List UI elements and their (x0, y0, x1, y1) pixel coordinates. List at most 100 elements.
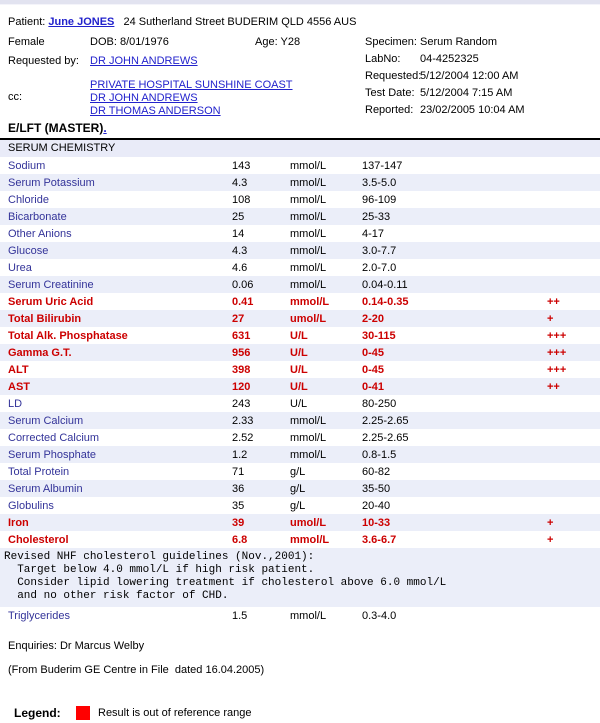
result-row: Glucose 4.3 mmol/L 3.0-7.7 (0, 242, 600, 259)
analyte-name[interactable]: Cholesterol (8, 533, 69, 546)
result-row: Serum Potassium 4.3 mmol/L 3.5-5.0 (0, 174, 600, 191)
result-row: Serum Phosphate 1.2 mmol/L 0.8-1.5 (0, 446, 600, 463)
requested-by-label: Requested by: (8, 55, 79, 67)
cc-recipient-link[interactable]: DR THOMAS ANDERSON (90, 105, 221, 117)
result-units: mmol/L (290, 448, 327, 461)
reference-range: 80-250 (362, 397, 397, 410)
reference-range: 2.0-7.0 (362, 261, 397, 274)
cc-recipient-link[interactable]: PRIVATE HOSPITAL SUNSHINE COAST (90, 79, 293, 91)
result-row: Iron 39 umol/L 10-33 + (0, 514, 600, 531)
reference-range: 2.25-2.65 (362, 431, 409, 444)
specimen-value: Serum Random (420, 36, 498, 48)
result-units: mmol/L (290, 159, 327, 172)
analyte-name[interactable]: Corrected Calcium (8, 431, 100, 444)
analyte-name[interactable]: LD (8, 397, 23, 410)
analyte-name[interactable]: Globulins (8, 499, 54, 512)
result-value: 143 (232, 159, 251, 172)
report-title-anchor[interactable]: . (103, 121, 107, 135)
result-value: 39 (232, 516, 245, 529)
result-row: Sodium 143 mmol/L 137-147 (0, 157, 600, 174)
analyte-name[interactable]: Total Alk. Phosphatase (8, 329, 128, 342)
reference-range: 3.0-7.7 (362, 244, 397, 257)
result-units: U/L (290, 363, 308, 376)
result-value: 0.41 (232, 295, 254, 308)
reported-date-label: Reported: (365, 104, 414, 116)
result-units: mmol/L (290, 227, 327, 240)
analyte-name[interactable]: Urea (8, 261, 32, 274)
reference-range: 0-45 (362, 346, 385, 359)
result-value: 631 (232, 329, 251, 342)
patient-label: Patient: (8, 16, 46, 28)
reported-date-value: 23/02/2005 10:04 AM (420, 104, 525, 116)
test-date-label: Test Date: (365, 87, 415, 99)
analyte-name[interactable]: AST (8, 380, 30, 393)
legend-text: Result is out of reference range (98, 707, 252, 719)
legend-label: Legend: (14, 706, 61, 720)
result-units: g/L (290, 499, 306, 512)
analyte-name[interactable]: Other Anions (8, 227, 72, 240)
result-units: mmol/L (290, 278, 327, 291)
result-value: 108 (232, 193, 251, 206)
result-units: U/L (290, 329, 308, 342)
abnormal-flag: +++ (547, 329, 567, 342)
result-value: 398 (232, 363, 251, 376)
analyte-name[interactable]: Iron (8, 516, 29, 529)
analyte-name[interactable]: Triglycerides (8, 609, 70, 622)
result-units: g/L (290, 465, 306, 478)
result-value: 6.8 (232, 533, 248, 546)
analyte-name[interactable]: Sodium (8, 159, 46, 172)
reference-range: 60-82 (362, 465, 391, 478)
result-value: 1.5 (232, 609, 248, 622)
analyte-name[interactable]: Serum Calcium (8, 414, 84, 427)
patient-dob: DOB: 8/01/1976 (90, 36, 169, 48)
abnormal-flag: +++ (547, 363, 567, 376)
patient-sex: Female (8, 36, 45, 48)
analyte-name[interactable]: Serum Creatinine (8, 278, 94, 291)
result-units: umol/L (290, 516, 327, 529)
analyte-name[interactable]: Glucose (8, 244, 49, 257)
result-row: AST 120 U/L 0-41 ++ (0, 378, 600, 395)
result-units: mmol/L (290, 210, 327, 223)
cc-recipient-link[interactable]: DR JOHN ANDREWS (90, 92, 198, 104)
analyte-name[interactable]: Serum Phosphate (8, 448, 97, 461)
requesting-doctor-link[interactable]: DR JOHN ANDREWS (90, 55, 198, 67)
result-units: mmol/L (290, 295, 330, 308)
section-header-serum-chemistry: SERUM CHEMISTRY (0, 140, 600, 157)
analyte-name[interactable]: Chloride (8, 193, 49, 206)
legend-swatch (76, 706, 90, 720)
result-row: Other Anions 14 mmol/L 4-17 (0, 225, 600, 242)
result-value: 4.3 (232, 244, 248, 257)
analyte-name[interactable]: Serum Potassium (8, 176, 95, 189)
result-value: 2.52 (232, 431, 254, 444)
analyte-name[interactable]: Gamma G.T. (8, 346, 72, 359)
patient-name-link[interactable]: June JONES (48, 16, 115, 28)
analyte-name[interactable]: Bicarbonate (8, 210, 67, 223)
result-row: Gamma G.T. 956 U/L 0-45 +++ (0, 344, 600, 361)
source-note: (From Buderim GE Centre in File dated 16… (8, 664, 265, 676)
result-value: 1.2 (232, 448, 248, 461)
patient-header: Patient: June JONES 24 Sutherland Street… (0, 5, 600, 117)
analyte-name[interactable]: ALT (8, 363, 29, 376)
analyte-name[interactable]: Serum Uric Acid (8, 295, 94, 308)
result-row: Serum Uric Acid 0.41 mmol/L 0.14-0.35 ++ (0, 293, 600, 310)
result-units: mmol/L (290, 193, 327, 206)
comment-line: Revised NHF cholesterol guidelines (Nov.… (4, 551, 315, 563)
cc-label: cc: (8, 91, 23, 103)
result-units: U/L (290, 397, 308, 410)
results-table: Sodium 143 mmol/L 137-147 Serum Potassium 4.3… (0, 157, 600, 548)
analyte-name[interactable]: Total Bilirubin (8, 312, 82, 325)
abnormal-flag: + (547, 516, 554, 529)
result-row: Total Protein 71 g/L 60-82 (0, 463, 600, 480)
result-row: Total Alk. Phosphatase 631 U/L 30-115 +++ (0, 327, 600, 344)
result-units: mmol/L (290, 431, 327, 444)
reference-range: 25-33 (362, 210, 391, 223)
labno-label: LabNo: (365, 53, 401, 65)
result-row: Chloride 108 mmol/L 96-109 (0, 191, 600, 208)
analyte-name[interactable]: Total Protein (8, 465, 70, 478)
comment-line: Consider lipid lowering treatment if cho… (4, 577, 447, 589)
requested-date-value: 5/12/2004 12:00 AM (420, 70, 519, 82)
analyte-name[interactable]: Serum Albumin (8, 482, 83, 495)
result-units: mmol/L (290, 244, 327, 257)
abnormal-flag: +++ (547, 346, 567, 359)
result-units: U/L (290, 346, 308, 359)
